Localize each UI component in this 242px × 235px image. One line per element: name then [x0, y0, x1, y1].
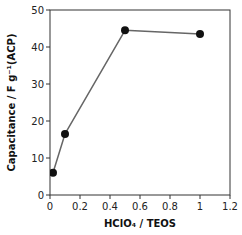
point	[196, 30, 204, 38]
x-tick-label: 1.2	[222, 201, 238, 212]
y-tick-label: 50	[31, 5, 44, 16]
point	[50, 169, 57, 177]
x-tick	[140, 195, 141, 199]
x-tick-label: 0.4	[102, 201, 118, 212]
x-tick-label: 1	[197, 201, 203, 212]
y-tick-label: 20	[31, 116, 44, 127]
y-tick-label: 0	[38, 190, 44, 201]
x-tick-label: 0.8	[162, 201, 178, 212]
y-tick-label: 30	[31, 79, 44, 90]
point	[121, 26, 129, 34]
x-tick-label: 0	[47, 201, 53, 212]
x-tick	[50, 195, 51, 199]
plot-frame	[50, 10, 230, 195]
y-tick-label: 40	[31, 42, 44, 53]
y-tick	[46, 47, 50, 48]
x-tick-label: 0.2	[72, 201, 88, 212]
y-tick	[46, 158, 50, 159]
x-tick	[200, 195, 201, 199]
y-tick	[46, 195, 50, 196]
y-tick	[46, 121, 50, 122]
x-axis-label: HClO₄ / TEOS	[104, 218, 176, 229]
x-tick-label: 0.6	[132, 201, 148, 212]
y-tick-label: 10	[31, 153, 44, 164]
y-tick	[46, 10, 50, 11]
x-tick	[170, 195, 171, 199]
x-tick	[80, 195, 81, 199]
plot-area	[50, 26, 204, 176]
point	[61, 130, 69, 138]
x-tick	[110, 195, 111, 199]
y-tick	[46, 84, 50, 85]
y-axis-label: Capacitance / F g⁻¹(ACP)	[6, 34, 17, 172]
line	[53, 30, 200, 172]
chart: 0 0.2 0.4 0.6 0.8 1 1.2 0 10 20 30 40 50 HClO₄ / TEOS…	[0, 0, 242, 235]
x-tick	[230, 195, 231, 199]
